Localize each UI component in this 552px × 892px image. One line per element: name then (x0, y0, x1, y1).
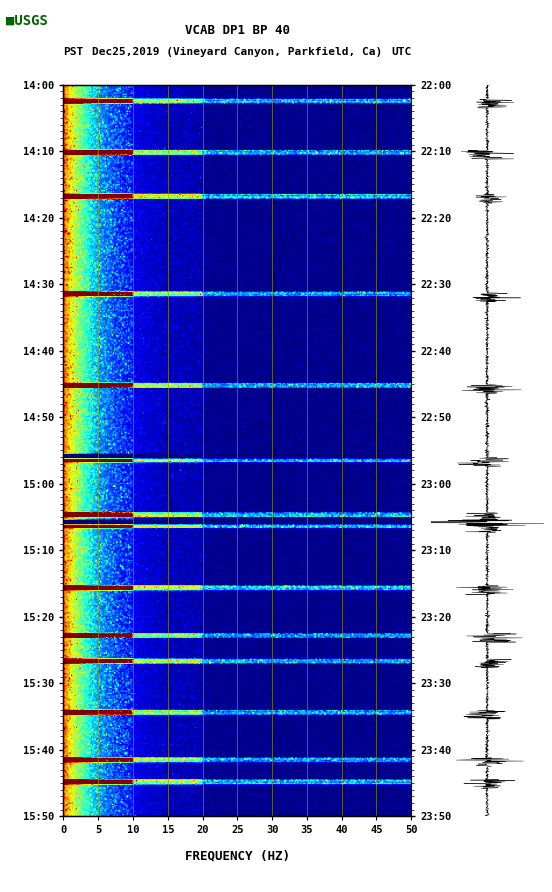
Text: Dec25,2019 (Vineyard Canyon, Parkfield, Ca): Dec25,2019 (Vineyard Canyon, Parkfield, … (92, 47, 383, 57)
Text: VCAB DP1 BP 40: VCAB DP1 BP 40 (185, 24, 290, 37)
Text: UTC: UTC (391, 47, 411, 57)
Text: FREQUENCY (HZ): FREQUENCY (HZ) (185, 849, 290, 863)
Text: ■USGS: ■USGS (6, 13, 47, 28)
Text: PST: PST (63, 47, 84, 57)
